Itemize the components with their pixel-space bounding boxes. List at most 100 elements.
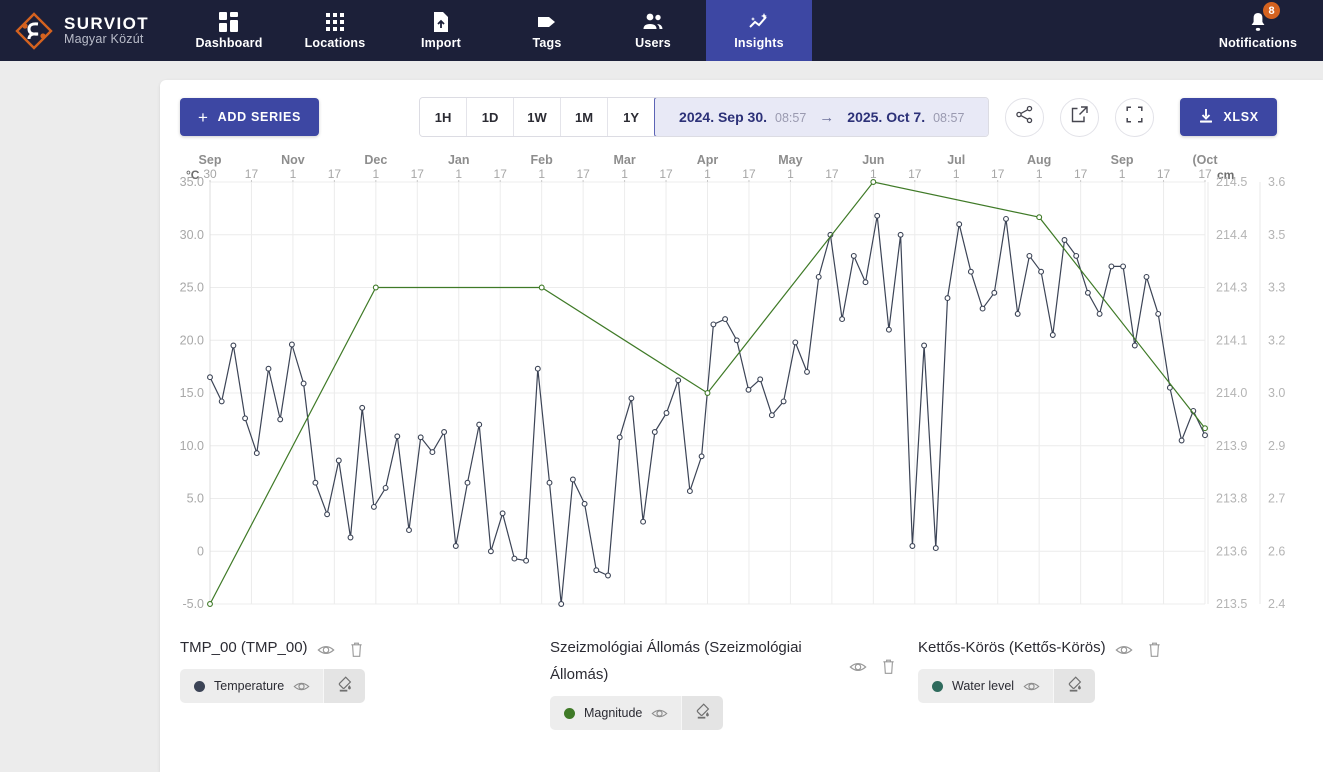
range-button-1m[interactable]: 1M [561, 98, 609, 136]
chart-area[interactable]: Sep 30 17 Nov 1 17 Dec 1 17 Jan 1 17 Feb 1 17 Mar 1 17 Apr… [160, 154, 1323, 634]
range-button-1d[interactable]: 1D [467, 98, 515, 136]
paint-bucket-icon [694, 702, 712, 725]
svg-text:Jun: Jun [862, 154, 884, 167]
notifications-button[interactable]: 8 Notifications [1203, 0, 1313, 61]
series-color-picker-button[interactable] [1053, 669, 1096, 703]
series-visibility-toggle[interactable] [293, 678, 310, 695]
svg-text:°C: °C [186, 168, 200, 182]
svg-text:17: 17 [1157, 167, 1171, 181]
svg-text:1: 1 [870, 167, 877, 181]
svg-text:17: 17 [245, 167, 259, 181]
svg-text:17: 17 [1198, 167, 1212, 181]
nav-label-locations: Locations [304, 36, 366, 50]
export-xlsx-button[interactable]: XLSX [1180, 98, 1277, 136]
svg-text:35.0: 35.0 [180, 175, 204, 189]
svg-text:Jan: Jan [448, 154, 470, 167]
svg-text:17: 17 [742, 167, 756, 181]
svg-text:1: 1 [1119, 167, 1126, 181]
series-color-picker-button[interactable] [323, 669, 366, 703]
range-button-1y[interactable]: 1Y [608, 98, 656, 136]
svg-text:17: 17 [991, 167, 1005, 181]
group-visibility-toggle[interactable] [317, 641, 335, 659]
svg-text:17: 17 [908, 167, 922, 181]
svg-text:17: 17 [328, 167, 342, 181]
date-range-field[interactable]: 2024. Sep 30. 08:57 → 2025. Oct 7. 08:57 [654, 98, 989, 136]
file-upload-icon [430, 11, 452, 33]
svg-text:17: 17 [411, 167, 425, 181]
legend-group-tmp-00: TMP_00 (TMP_00) [180, 634, 550, 703]
svg-text:1: 1 [1036, 167, 1043, 181]
nav-item-dashboard[interactable]: Dashboard [176, 0, 282, 61]
svg-text:1: 1 [787, 167, 794, 181]
nav-item-locations[interactable]: Locations [282, 0, 388, 61]
nav-label-dashboard: Dashboard [195, 36, 263, 50]
series-chip-water-level[interactable]: Water level [918, 669, 1054, 703]
svg-text:17: 17 [659, 167, 673, 181]
nav-item-tags[interactable]: Tags [494, 0, 600, 61]
group-delete-button[interactable] [881, 658, 896, 676]
nav-items: Dashboard Locations Import [176, 0, 812, 61]
insights-chart-sparkle-icon [747, 11, 771, 33]
share-button[interactable] [1005, 97, 1045, 137]
legend-group-kettos-koros: Kettős-Körös (Kettős-Körös) [918, 634, 1218, 703]
chart-toolbar: + ADD SERIES 1H 1D 1W 1M 1Y 2024. Sep 30… [160, 80, 1323, 154]
bell-icon: 8 [1247, 0, 1282, 33]
series-visibility-toggle[interactable] [1023, 678, 1040, 695]
group-delete-button[interactable] [349, 641, 364, 659]
svg-text:1: 1 [290, 167, 297, 181]
brand-logo-block[interactable]: SURVIOT Magyar Közút [0, 0, 160, 61]
series-chip-magnitude[interactable]: Magnitude [550, 696, 682, 730]
group-visibility-toggle[interactable] [1115, 641, 1133, 659]
series-visibility-toggle[interactable] [651, 705, 668, 722]
date-range-start: 2024. Sep 30. [679, 109, 767, 125]
svg-text:Sep: Sep [1111, 154, 1134, 167]
svg-text:214.5: 214.5 [1216, 175, 1247, 189]
chart-legend: TMP_00 (TMP_00) [160, 634, 1323, 730]
nav-item-users[interactable]: Users [600, 0, 706, 61]
group-delete-button[interactable] [1147, 641, 1162, 659]
svg-text:17: 17 [494, 167, 508, 181]
svg-text:3.2: 3.2 [1268, 333, 1285, 347]
svg-text:3.3: 3.3 [1268, 281, 1285, 295]
surviot-diamond-logo-icon [14, 11, 54, 51]
svg-text:214.0: 214.0 [1216, 386, 1247, 400]
add-series-label: ADD SERIES [217, 110, 302, 124]
series-chip-temperature[interactable]: Temperature [180, 669, 324, 703]
svg-text:3.5: 3.5 [1268, 228, 1285, 242]
svg-text:1: 1 [621, 167, 628, 181]
range-button-1w[interactable]: 1W [514, 98, 562, 136]
svg-text:213.5: 213.5 [1216, 597, 1247, 611]
series-color-dot [194, 680, 205, 692]
nav-item-import[interactable]: Import [388, 0, 494, 61]
tag-icon [536, 11, 558, 33]
paint-bucket-icon [336, 675, 354, 698]
series-color-dot [932, 680, 943, 692]
open-in-new-icon [1070, 105, 1089, 129]
date-range-arrow-icon: → [819, 108, 835, 126]
nav-label-import: Import [420, 36, 462, 50]
dashboard-grid-icon [218, 11, 240, 33]
svg-text:5.0: 5.0 [187, 492, 204, 506]
svg-text:20.0: 20.0 [180, 333, 204, 347]
open-external-button[interactable] [1060, 97, 1100, 137]
svg-text:3.6: 3.6 [1268, 175, 1285, 189]
group-visibility-toggle[interactable] [849, 658, 867, 676]
svg-text:25.0: 25.0 [180, 281, 204, 295]
add-series-button[interactable]: + ADD SERIES [180, 98, 320, 136]
series-color-picker-button[interactable] [681, 696, 724, 730]
svg-text:213.9: 213.9 [1216, 439, 1247, 453]
range-button-1h[interactable]: 1H [420, 98, 468, 136]
series-label: Magnitude [584, 706, 643, 720]
series-label: Temperature [214, 679, 285, 693]
brand-name: SURVIOT [64, 14, 150, 34]
date-range-start-time: 08:57 [775, 111, 807, 125]
fullscreen-button[interactable] [1115, 97, 1155, 137]
svg-text:3.0: 3.0 [1268, 386, 1285, 400]
legend-group-title: Kettős-Körös (Kettős-Körös) [918, 639, 1106, 656]
paint-bucket-icon [1066, 675, 1084, 698]
svg-text:1: 1 [455, 167, 462, 181]
nav-item-insights[interactable]: Insights [706, 0, 812, 61]
svg-text:30.0: 30.0 [180, 228, 204, 242]
legend-group-title: TMP_00 (TMP_00) [180, 639, 308, 656]
